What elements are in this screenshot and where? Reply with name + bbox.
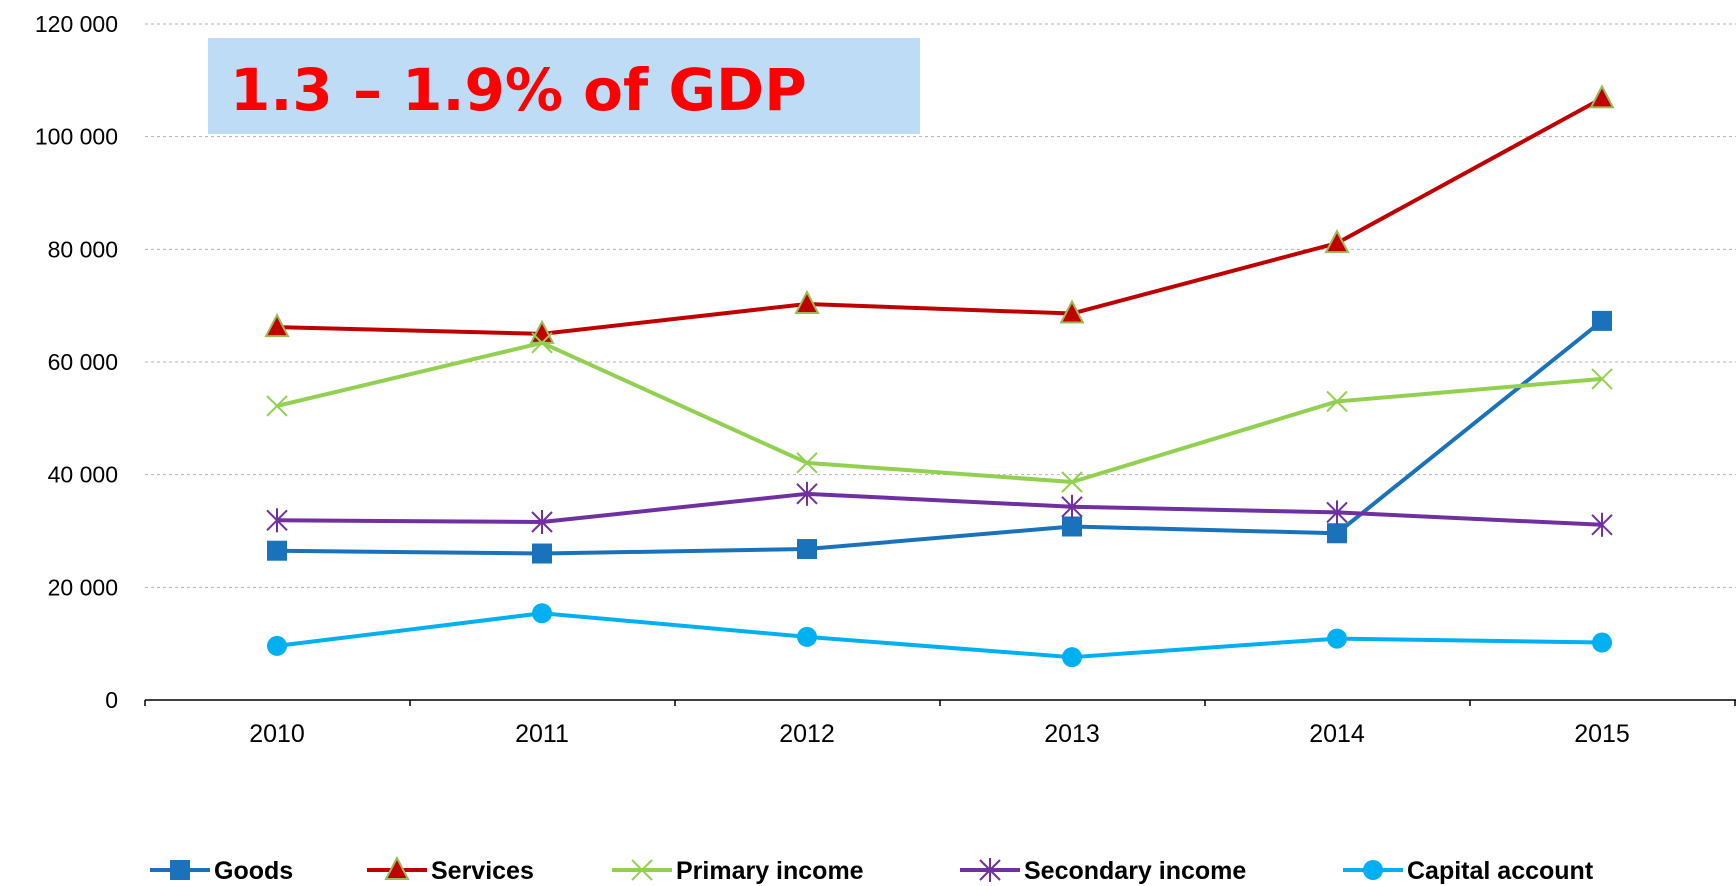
y-axis: 0 20 000 40 000 60 000 80 000 100 000 120 000 <box>35 11 118 713</box>
data-point <box>266 508 288 533</box>
legend-marker <box>979 858 1001 882</box>
legend-item: Services <box>367 855 534 885</box>
x-tick-label: 2012 <box>779 720 835 748</box>
data-point <box>797 539 817 560</box>
y-tick-label: 20 000 <box>48 574 118 600</box>
x-axis: 2010 2011 2012 2013 2014 2015 <box>144 699 1736 748</box>
data-point <box>1327 523 1347 544</box>
series-line <box>276 611 1603 660</box>
data-point <box>1061 471 1083 493</box>
series-goods <box>267 310 1612 564</box>
series-capital-account <box>267 603 1612 668</box>
x-tick-label: 2013 <box>1044 720 1100 748</box>
data-point <box>1062 647 1082 668</box>
data-point <box>1326 500 1348 525</box>
gdp-annotation: 1.3 – 1.9% of GDP <box>208 38 920 134</box>
legend-marker <box>1363 860 1383 880</box>
legend-label: Primary income <box>676 857 864 885</box>
x-tick-label: 2010 <box>249 720 305 748</box>
legend-label: Goods <box>214 857 293 885</box>
y-tick-label: 80 000 <box>48 236 118 262</box>
data-point <box>794 289 820 314</box>
data-point <box>267 540 287 561</box>
legend: Goods Services Primary income Secondary inc… <box>150 855 1594 885</box>
data-point <box>1327 628 1347 649</box>
data-point <box>1592 632 1612 653</box>
legend-item: Secondary income <box>960 857 1246 885</box>
series-layer <box>264 84 1615 668</box>
y-tick-label: 120 000 <box>35 11 118 37</box>
legend-marker <box>384 855 410 880</box>
data-point <box>796 481 818 506</box>
data-point <box>796 452 818 474</box>
x-tick-label: 2014 <box>1309 720 1365 748</box>
legend-label: Services <box>431 857 534 885</box>
series-line <box>276 340 1603 484</box>
data-point <box>797 626 817 647</box>
data-point <box>1062 516 1082 537</box>
data-point <box>1591 512 1613 537</box>
legend-item: Capital account <box>1343 857 1594 885</box>
series-line <box>276 319 1604 556</box>
data-point <box>1589 84 1615 109</box>
annotation-text: 1.3 – 1.9% of GDP <box>230 56 807 124</box>
data-point <box>1591 368 1613 390</box>
data-point <box>1061 494 1083 519</box>
y-tick-label: 60 000 <box>48 349 118 375</box>
data-point <box>264 312 290 338</box>
data-point <box>1059 299 1085 324</box>
y-tick-label: 40 000 <box>48 462 118 488</box>
annotation-box <box>208 38 920 134</box>
legend-label: Capital account <box>1407 857 1594 885</box>
y-tick-label: 100 000 <box>35 124 118 150</box>
legend-marker <box>631 859 653 881</box>
data-point <box>1326 390 1348 413</box>
series-primary-income <box>266 332 1613 493</box>
series-line <box>276 96 1603 336</box>
legend-marker <box>170 860 190 880</box>
data-point <box>532 543 552 564</box>
series-line <box>276 491 1603 527</box>
data-point <box>531 509 553 534</box>
data-point <box>532 603 552 624</box>
data-point <box>266 395 288 417</box>
data-point <box>1324 228 1350 254</box>
legend-item: Primary income <box>612 857 864 885</box>
y-tick-label: 0 <box>105 687 118 713</box>
x-tick-label: 2011 <box>515 720 569 748</box>
data-point <box>267 635 287 656</box>
x-tick-label: 2015 <box>1574 720 1630 748</box>
gridlines <box>145 23 1736 588</box>
series-secondary-income <box>266 481 1613 537</box>
legend-label: Secondary income <box>1024 857 1246 885</box>
legend-item: Goods <box>150 857 293 885</box>
data-point <box>1592 310 1612 331</box>
data-point <box>531 332 553 354</box>
